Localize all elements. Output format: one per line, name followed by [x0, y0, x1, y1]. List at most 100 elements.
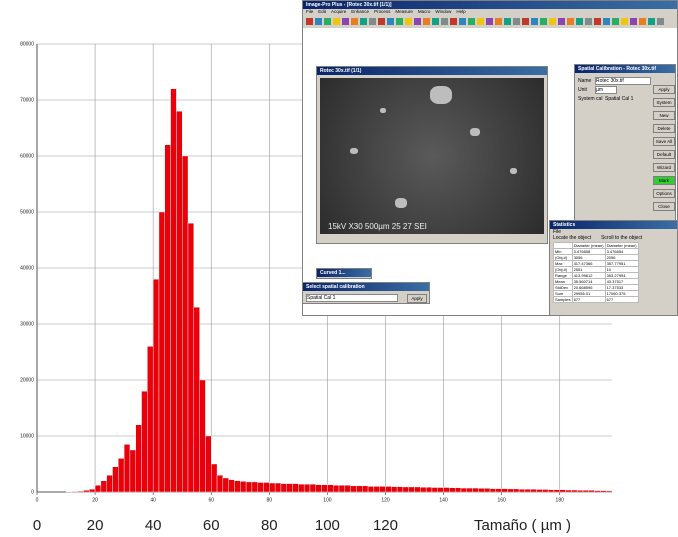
toolbar-icon[interactable] [612, 18, 619, 25]
y-tick-label: 30000 [20, 321, 34, 327]
menu-item[interactable]: Window [435, 9, 452, 14]
bar [553, 489, 560, 493]
bar [327, 484, 334, 493]
table-cell: 677 [604, 296, 639, 303]
toolbar-icon[interactable] [504, 18, 511, 25]
toolbar-icon[interactable] [423, 18, 430, 25]
menu-item[interactable]: File [306, 9, 314, 14]
bar [478, 488, 485, 493]
select-field[interactable]: Spatial Cal 1 [306, 294, 398, 302]
bar [321, 484, 328, 493]
toolbar-icon[interactable] [621, 18, 628, 25]
toolbar-icon[interactable] [477, 18, 484, 25]
toolbar-icon[interactable] [351, 18, 358, 25]
toolbar-icon[interactable] [342, 18, 349, 25]
minimized-title: Curved 1... [317, 269, 371, 277]
button[interactable]: Wizard [653, 163, 675, 172]
menu-item[interactable]: Process [374, 9, 391, 14]
toolbar-icon[interactable] [396, 18, 403, 25]
toolbar-icon[interactable] [603, 18, 610, 25]
menu-item[interactable]: Measure [395, 9, 413, 14]
menu-item[interactable]: Edit [318, 9, 327, 14]
bar [280, 483, 287, 493]
caption-tick-label: 0 [33, 517, 41, 534]
bar [199, 379, 206, 493]
toolbar-icon[interactable] [315, 18, 322, 25]
caption-tick-label: 120 [373, 517, 398, 534]
bar [147, 346, 154, 493]
toolbar-icon[interactable] [405, 18, 412, 25]
toolbar-icon[interactable] [657, 18, 664, 25]
toolbar-icon[interactable] [306, 18, 313, 25]
toolbar-icon[interactable] [567, 18, 574, 25]
x-tick-label: 40 [150, 497, 156, 503]
toolbar-icon[interactable] [378, 18, 385, 25]
toolbar-icon[interactable] [630, 18, 637, 25]
bar [362, 485, 369, 493]
toolbar-icon[interactable] [387, 18, 394, 25]
toolbar-icon[interactable] [531, 18, 538, 25]
button[interactable]: Mark [653, 176, 675, 185]
system-label: System cal [578, 96, 603, 102]
toolbar-icon[interactable] [432, 18, 439, 25]
statistics-menu[interactable]: File [553, 229, 562, 235]
button[interactable]: System [653, 98, 675, 107]
menu-item[interactable]: Acquire [331, 9, 347, 14]
toolbar-icon[interactable] [486, 18, 493, 25]
menu-item[interactable]: Enhance [351, 9, 370, 14]
menu-item[interactable]: Help [456, 9, 466, 14]
toolbar-icon[interactable] [450, 18, 457, 25]
toolbar-icon[interactable] [360, 18, 367, 25]
bar [257, 482, 264, 493]
toolbar-icon[interactable] [324, 18, 331, 25]
toolbar-icon[interactable] [495, 18, 502, 25]
bar [588, 490, 595, 493]
button[interactable]: Save All [653, 137, 675, 146]
bar [350, 485, 357, 493]
button[interactable]: New [653, 111, 675, 120]
apply-button[interactable]: Apply [407, 294, 427, 303]
toolbar-icon[interactable] [639, 18, 646, 25]
toolbar-icon[interactable] [540, 18, 547, 25]
bar [158, 211, 165, 493]
table-cell: 677 [571, 296, 606, 303]
bar [182, 155, 189, 493]
button[interactable]: Options [653, 189, 675, 198]
bar [513, 488, 520, 493]
bar [141, 391, 148, 493]
toolbar-icon[interactable] [441, 18, 448, 25]
bar [524, 489, 531, 493]
bar [408, 486, 415, 493]
button[interactable]: Default [653, 150, 675, 159]
locate-checkbox[interactable]: Locate the object [553, 235, 592, 241]
toolbar-icon[interactable] [594, 18, 601, 25]
bar [484, 488, 491, 493]
toolbar-icon[interactable] [558, 18, 565, 25]
toolbar-icon[interactable] [468, 18, 475, 25]
toolbar-icon[interactable] [369, 18, 376, 25]
x-tick-label: 80 [267, 497, 273, 503]
button[interactable]: Close [653, 202, 675, 211]
button[interactable]: Apply [653, 85, 675, 94]
menu-item[interactable]: Macro [417, 9, 431, 14]
toolbar-icon[interactable] [414, 18, 421, 25]
toolbar-icon[interactable] [333, 18, 340, 25]
toolbar-icon[interactable] [585, 18, 592, 25]
x-tick-label: 140 [439, 497, 448, 503]
bar [536, 489, 543, 493]
toolbar-icon[interactable] [549, 18, 556, 25]
button[interactable]: Delete [653, 124, 675, 133]
toolbar-icon[interactable] [459, 18, 466, 25]
particle [350, 148, 358, 154]
toolbar-icon[interactable] [513, 18, 520, 25]
toolbar-icon[interactable] [648, 18, 655, 25]
toolbar-icon[interactable] [576, 18, 583, 25]
scroll-checkbox[interactable]: Scroll to the object [601, 235, 643, 241]
table-row: Range 413.99612 353.27994 [553, 272, 639, 279]
bar [333, 485, 340, 493]
name-field[interactable]: Rotec 30x.tif [595, 77, 651, 85]
unit-field[interactable]: µm [595, 86, 617, 94]
toolbar-icon[interactable] [522, 18, 529, 25]
particle [430, 86, 452, 104]
x-axis-label: Tamaño ( µm ) [474, 517, 571, 534]
